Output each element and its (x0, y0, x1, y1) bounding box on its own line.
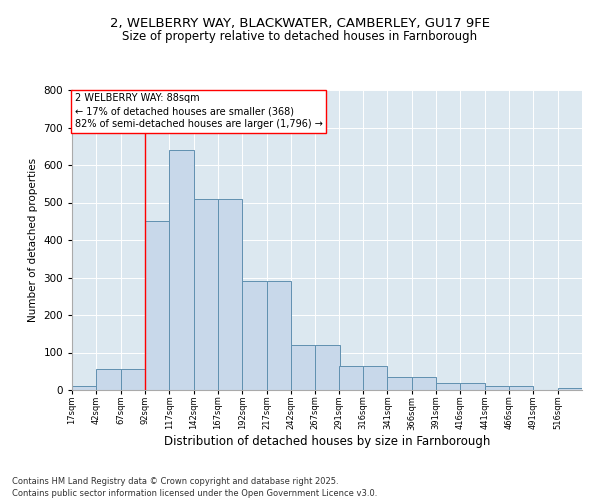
X-axis label: Distribution of detached houses by size in Farnborough: Distribution of detached houses by size … (164, 435, 490, 448)
Y-axis label: Number of detached properties: Number of detached properties (28, 158, 38, 322)
Text: 2 WELBERRY WAY: 88sqm
← 17% of detached houses are smaller (368)
82% of semi-det: 2 WELBERRY WAY: 88sqm ← 17% of detached … (74, 93, 322, 130)
Bar (460, 382, 485, 390)
Bar (509, 386, 533, 390)
Text: Size of property relative to detached houses in Farnborough: Size of property relative to detached ho… (122, 30, 478, 43)
Bar (316, 345, 340, 390)
Bar (194, 198, 218, 390)
Bar (363, 366, 388, 390)
Bar (266, 281, 291, 390)
Bar (145, 221, 169, 390)
Bar (242, 281, 266, 390)
Bar (485, 386, 509, 390)
Bar (97, 370, 121, 390)
Text: Contains HM Land Registry data © Crown copyright and database right 2025.
Contai: Contains HM Land Registry data © Crown c… (12, 476, 377, 498)
Bar (218, 198, 242, 390)
Bar (388, 377, 412, 390)
Bar (412, 377, 436, 390)
Bar (121, 370, 145, 390)
Bar (291, 345, 316, 390)
Bar (338, 366, 363, 390)
Bar (436, 382, 460, 390)
Bar (72, 386, 97, 390)
Bar (557, 388, 582, 390)
Text: 2, WELBERRY WAY, BLACKWATER, CAMBERLEY, GU17 9FE: 2, WELBERRY WAY, BLACKWATER, CAMBERLEY, … (110, 18, 490, 30)
Bar (169, 150, 194, 390)
